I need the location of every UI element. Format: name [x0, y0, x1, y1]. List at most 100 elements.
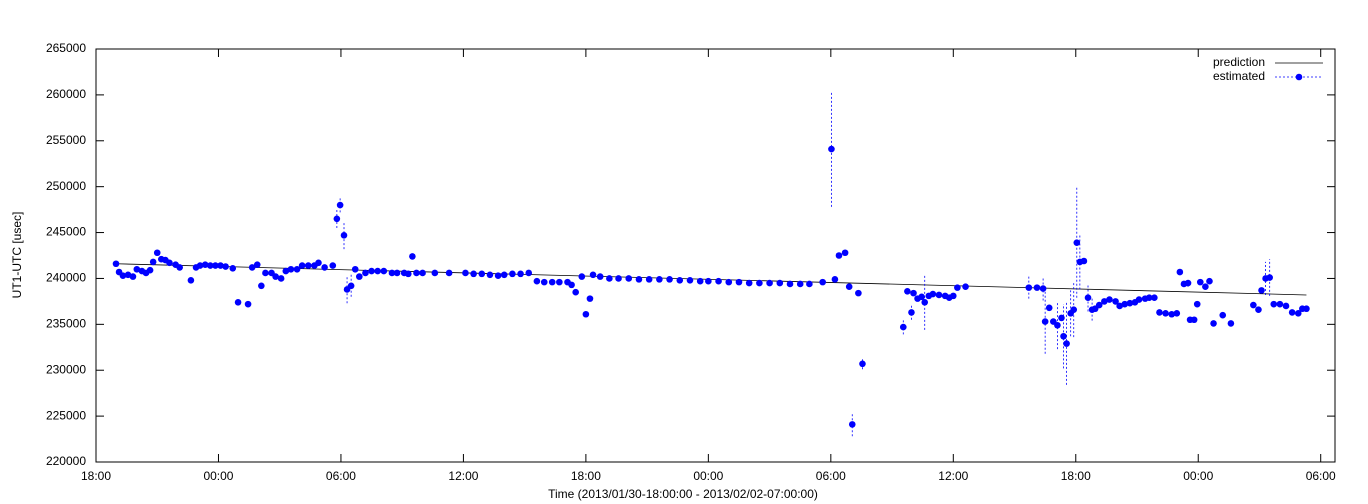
data-point [855, 289, 862, 297]
data-point [686, 276, 694, 284]
data-point [1033, 284, 1041, 291]
data-point [1063, 340, 1070, 347]
data-point [517, 270, 524, 278]
data-point [921, 299, 929, 306]
data-point [556, 278, 563, 286]
data-point [533, 277, 541, 285]
data-point [388, 269, 396, 277]
data-point [540, 278, 548, 286]
data-point [1045, 304, 1053, 312]
y-tick-label: 245000 [46, 225, 86, 239]
data-point [494, 272, 502, 279]
data-point [329, 262, 337, 269]
data-point [1039, 285, 1047, 292]
data-point [910, 289, 917, 297]
data-point [368, 267, 375, 275]
data-point [1184, 279, 1192, 287]
x-tick-label: 06:00 [1306, 469, 1336, 483]
y-tick-label: 225000 [46, 408, 86, 422]
data-point [548, 278, 556, 286]
data-point [1176, 268, 1184, 276]
data-point [1210, 320, 1217, 327]
data-point [347, 282, 355, 290]
data-point [405, 270, 412, 278]
data-point [1202, 283, 1209, 291]
data-point [229, 265, 237, 272]
legend-marker [1295, 73, 1303, 81]
data-point [1276, 300, 1284, 308]
data-point [1135, 296, 1143, 303]
data-point [786, 280, 794, 288]
data-point [1101, 298, 1108, 305]
data-point [119, 272, 127, 279]
data-point [725, 278, 733, 286]
data-point [1145, 294, 1153, 302]
data-point [1156, 309, 1163, 316]
data-point [1258, 287, 1265, 294]
data-point [445, 269, 453, 277]
legend-label: estimated [1213, 69, 1265, 83]
data-point [635, 276, 643, 283]
data-point [1116, 302, 1123, 310]
data-point [766, 279, 773, 287]
data-point [828, 145, 835, 153]
prediction-line [115, 263, 1307, 296]
data-point [848, 421, 856, 428]
data-point [419, 269, 426, 277]
data-point [1282, 302, 1290, 310]
x-tick-label: 00:00 [1183, 469, 1213, 483]
y-axis-label: UT1-UTC [usec] [10, 212, 24, 299]
data-point [244, 300, 252, 308]
data-point [333, 215, 341, 223]
data-point [776, 279, 784, 287]
data-point [806, 280, 813, 288]
data-point [1060, 332, 1067, 340]
data-point [859, 360, 866, 368]
data-point [315, 259, 322, 267]
data-point [272, 273, 279, 280]
data-point [1193, 300, 1201, 308]
data-point [1073, 239, 1081, 246]
plot-frame [95, 48, 1336, 463]
data-point [146, 266, 154, 274]
data-point [287, 265, 295, 273]
data-point [462, 269, 469, 277]
data-point [217, 262, 224, 269]
data-point [572, 288, 579, 296]
data-point [615, 275, 622, 282]
data-point [1041, 318, 1049, 325]
data-point [1227, 320, 1235, 327]
data-point [431, 269, 439, 277]
data-point [478, 270, 486, 278]
data-point [207, 262, 214, 269]
data-point [336, 201, 344, 209]
data-point [253, 261, 261, 268]
data-point [1303, 305, 1310, 313]
data-point [351, 265, 359, 273]
data-point [293, 265, 301, 273]
data-point [149, 258, 157, 266]
data-point [470, 270, 477, 278]
y-tick-label: 250000 [46, 179, 86, 193]
data-point [277, 275, 285, 282]
data-point [841, 249, 849, 257]
data-point [1121, 300, 1129, 308]
data-point [413, 269, 420, 277]
data-point [745, 279, 753, 287]
data-point [582, 310, 590, 318]
data-point [1266, 274, 1273, 281]
data-point [340, 232, 348, 239]
data-point [796, 280, 804, 288]
data-point [1070, 306, 1078, 313]
data-point [705, 277, 712, 285]
data-point [908, 309, 915, 316]
data-point [1054, 321, 1061, 329]
x-tick-label: 06:00 [326, 469, 356, 483]
x-tick-label: 12:00 [448, 469, 478, 483]
data-point [756, 279, 763, 287]
data-point [133, 265, 141, 273]
data-point [586, 295, 594, 302]
data-point [606, 275, 613, 282]
data-point [129, 273, 137, 280]
data-point [1162, 310, 1169, 317]
